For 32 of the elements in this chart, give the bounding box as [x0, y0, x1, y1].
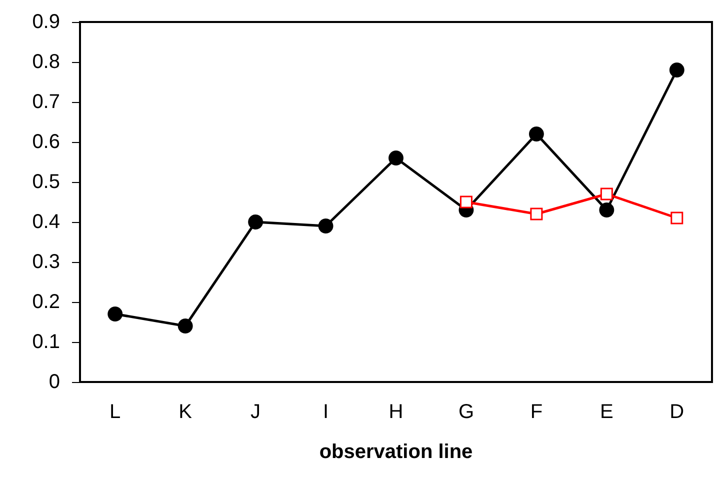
- y-tick-label: 0.3: [32, 251, 60, 273]
- x-tick-label: L: [110, 401, 121, 423]
- point: [599, 202, 614, 218]
- x-tick-label: J: [250, 401, 261, 423]
- y-tick-label: 0.2: [32, 291, 60, 313]
- x-tick-label: G: [458, 401, 474, 423]
- point: [670, 212, 684, 224]
- y-tick-label: 0.9: [32, 11, 60, 33]
- y-tick-label: 0.8: [32, 51, 60, 73]
- point: [530, 208, 543, 220]
- x-tick-label: D: [670, 401, 684, 423]
- point: [318, 218, 334, 234]
- y-tick-label: 0.4: [32, 211, 60, 233]
- y-tick-label: 0.6: [32, 131, 60, 153]
- point: [528, 126, 544, 142]
- x-tick-label: I: [322, 401, 329, 423]
- x-tick-label: E: [600, 401, 614, 423]
- x-axis-title: observation line: [319, 441, 473, 463]
- x-tick-label: K: [178, 401, 193, 423]
- y-tick-label: 0.7: [32, 91, 60, 113]
- x-tick-label: F: [530, 401, 543, 423]
- y-tick-label: 0.5: [32, 171, 60, 193]
- point: [600, 188, 613, 200]
- point: [669, 62, 684, 78]
- point: [388, 150, 404, 166]
- point: [108, 306, 123, 322]
- x-tick-label: H: [388, 401, 404, 423]
- point: [248, 214, 264, 230]
- y-tick-label: 0.1: [32, 331, 60, 353]
- point: [178, 318, 193, 334]
- point: [460, 196, 472, 208]
- y-tick-label: 0: [48, 371, 60, 393]
